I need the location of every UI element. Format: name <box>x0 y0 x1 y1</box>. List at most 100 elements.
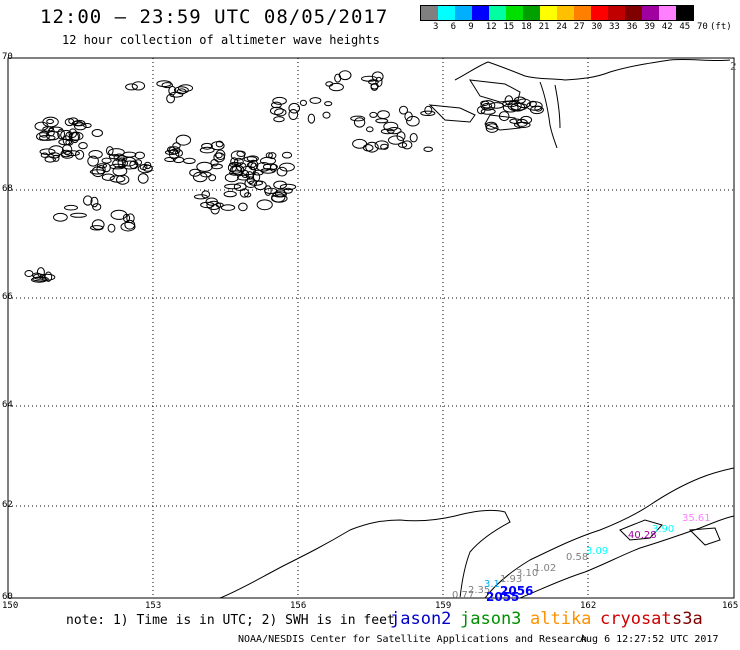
color-scale-legend: 3 6 9 12 15 18 21 24 27 30 33 36 39 42 45 70 (ft) <box>420 5 732 35</box>
ice-floe <box>90 196 99 208</box>
ice-floe <box>223 190 237 198</box>
scale-swatch <box>523 6 540 20</box>
ice-floe <box>227 163 237 173</box>
scale-swatch <box>472 6 489 20</box>
ice-floe <box>175 149 183 157</box>
ice-floe <box>193 194 208 200</box>
scale-label: 42 <box>661 22 673 32</box>
ice-floe <box>268 152 277 160</box>
ice-floe <box>134 151 146 160</box>
ice-floe <box>120 221 136 232</box>
ice-floe <box>273 180 288 190</box>
ice-floe <box>220 204 236 211</box>
ice-floe <box>46 131 60 141</box>
ice-floe <box>256 162 272 172</box>
ice-floe <box>371 71 384 82</box>
ice-floe <box>110 209 128 220</box>
ice-floe <box>126 213 135 223</box>
ice-floe <box>406 115 420 127</box>
ice-floe <box>83 195 93 206</box>
scale-label: 21 <box>538 22 550 32</box>
ice-floe <box>206 200 221 210</box>
latitude-label: 70 <box>2 52 13 62</box>
ice-floe <box>64 204 78 211</box>
ice-floe <box>224 173 239 183</box>
ice-floe <box>125 83 138 91</box>
ice-floe <box>383 121 399 132</box>
ice-floe <box>365 141 379 153</box>
swh-reading: 3.1 <box>484 579 500 590</box>
scale-label: 36 <box>626 22 638 32</box>
ice-floe <box>60 149 73 158</box>
ice-floe <box>377 110 390 119</box>
ice-floe <box>271 101 282 109</box>
ice-floe <box>252 169 264 176</box>
scale-label: 30 <box>591 22 603 32</box>
ice-floe <box>122 151 137 158</box>
ice-floe <box>167 146 176 154</box>
ice-floe <box>189 168 201 177</box>
scale-swatch <box>506 6 523 20</box>
ice-floe <box>68 131 84 141</box>
ice-floe <box>173 156 185 164</box>
ice-floe <box>164 149 179 156</box>
ice-floe <box>215 149 226 161</box>
ice-floe <box>404 111 413 122</box>
page-subtitle: 12 hour collection of altimeter wave hei… <box>62 33 380 47</box>
ice-floe <box>224 183 242 190</box>
ice-floe <box>117 155 128 162</box>
ice-floe <box>75 149 85 160</box>
ice-floe <box>401 140 413 150</box>
scale-label: 9 <box>468 22 474 32</box>
ice-floe <box>142 164 153 172</box>
scale-swatch <box>574 6 591 20</box>
ice-floe <box>328 82 344 92</box>
satellite-legend-item: jason2 <box>390 609 452 629</box>
ice-floe <box>199 146 215 154</box>
ice-floe <box>424 105 433 115</box>
ice-floe <box>281 151 293 159</box>
ice-floe <box>102 163 111 173</box>
swh-reading: 40.28 <box>628 530 657 541</box>
ice-floe <box>78 142 88 150</box>
ice-floe <box>253 180 267 191</box>
ice-floe <box>350 115 366 122</box>
satellite-legend-item: altika <box>530 609 592 629</box>
latitude-label: 64 <box>2 400 13 410</box>
ice-floe <box>230 157 239 166</box>
latitude-label: 68 <box>2 184 13 194</box>
ice-floe <box>108 154 120 160</box>
scale-label: 24 <box>556 22 568 32</box>
ice-floe <box>64 150 80 157</box>
scale-swatch <box>438 6 455 20</box>
ice-floe <box>134 159 143 166</box>
ice-floe <box>480 108 496 115</box>
swh-reading: 2056 <box>500 584 534 598</box>
ice-floe <box>498 111 510 122</box>
swh-reading: 0.58 <box>566 552 589 563</box>
swh-reading: 35.61 <box>682 513 711 524</box>
ice-floe <box>90 225 104 231</box>
ice-floe <box>274 108 287 117</box>
ice-floe <box>388 135 404 145</box>
ice-floe <box>324 101 333 107</box>
ice-floe <box>89 169 106 175</box>
scale-label: 18 <box>521 22 532 32</box>
map-frame <box>7 57 735 599</box>
ice-floe <box>52 154 60 162</box>
ice-floe <box>370 83 379 90</box>
swh-reading: 3.90 <box>652 524 675 535</box>
ice-floe <box>46 118 54 125</box>
ice-floe <box>288 102 301 114</box>
ice-floe <box>175 134 192 146</box>
scale-swatch <box>642 6 659 20</box>
ice-floe <box>409 133 418 143</box>
credit-text: NOAA/NESDIS Center for Satellite Applica… <box>238 634 588 645</box>
ice-floe <box>87 155 99 167</box>
ice-floe <box>299 99 307 107</box>
ice-floe <box>243 156 258 163</box>
ice-floe <box>234 157 244 166</box>
ice-floe <box>173 86 189 94</box>
longitude-label: 159 <box>435 601 452 611</box>
